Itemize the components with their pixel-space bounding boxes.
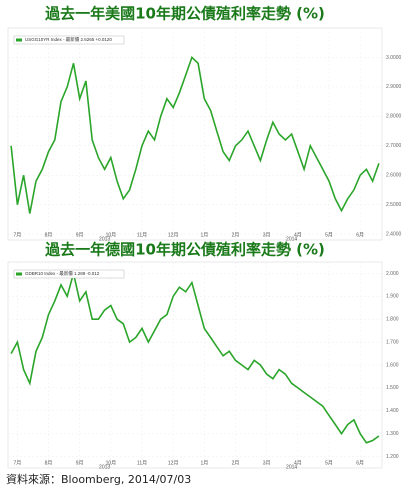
x-tick-label: 2月 xyxy=(232,232,240,238)
y-tick-label: 1.700 xyxy=(386,339,399,345)
y-tick-label: 2.8000 xyxy=(386,114,402,120)
x-tick-label: 5月 xyxy=(325,232,333,238)
y-tick-label: 2.7000 xyxy=(386,143,402,149)
legend-swatch xyxy=(16,272,22,276)
y-tick-label: 2.5000 xyxy=(386,202,402,208)
legend-swatch xyxy=(16,38,22,42)
x-tick-label: 1月 xyxy=(200,232,208,238)
x-tick-label: 2月 xyxy=(232,460,240,466)
plot-frame xyxy=(7,27,383,241)
legend-box xyxy=(13,269,125,279)
y-tick-label: 1.900 xyxy=(386,294,399,300)
x-tick-label: 3月 xyxy=(263,232,271,238)
data-line xyxy=(10,55,380,214)
y-tick-label: 1.800 xyxy=(386,317,399,323)
x-tick-label: 7月 xyxy=(13,232,21,238)
legend-label: GDBR10 Index - 最新價 1.289 -0.012 xyxy=(25,270,100,277)
x-tick-label: 4月 xyxy=(294,232,302,238)
x-tick-label: 9月 xyxy=(76,460,84,466)
year-label: 2014 xyxy=(286,464,297,470)
y-tick-label: 1.300 xyxy=(386,431,399,437)
x-tick-label: 12月 xyxy=(168,460,179,466)
y-tick-label: 2.9000 xyxy=(386,84,402,90)
x-tick-label: 4月 xyxy=(294,460,302,466)
y-tick-label: 2.6000 xyxy=(386,173,402,179)
x-tick-label: 1月 xyxy=(200,460,208,466)
y-tick-label: 1.600 xyxy=(386,362,399,368)
year-label: 2013 xyxy=(99,236,110,242)
x-tick-label: 8月 xyxy=(45,232,53,238)
y-tick-label: 3.0000 xyxy=(386,55,402,61)
x-tick-label: 5月 xyxy=(325,460,333,466)
chart-title: 過去一年美國10年期公債殖利率走勢 (%) xyxy=(44,5,325,23)
x-tick-label: 10月 xyxy=(106,460,117,466)
y-tick-label: 1.500 xyxy=(386,385,399,391)
y-tick-label: 1.200 xyxy=(386,454,399,460)
legend-label: USGG10YR Index - 最新價 2.6265 +0.0120 xyxy=(25,36,112,43)
x-tick-label: 11月 xyxy=(137,232,147,238)
x-tick-label: 10月 xyxy=(106,232,117,238)
chart-title: 過去一年德國10年期公債殖利率走勢 (%) xyxy=(44,241,325,259)
x-tick-label: 12月 xyxy=(168,232,179,238)
y-tick-label: 2.4000 xyxy=(386,231,402,237)
x-tick-label: 11月 xyxy=(137,460,147,466)
x-tick-label: 8月 xyxy=(45,460,53,466)
y-tick-label: 2.000 xyxy=(386,271,399,277)
legend-box xyxy=(13,35,125,45)
x-tick-label: 9月 xyxy=(76,232,84,238)
year-label: 2013 xyxy=(99,464,110,470)
x-tick-label: 6月 xyxy=(356,460,364,466)
source: 資料來源：Bloomberg, 2014/07/03 xyxy=(6,472,191,486)
year-label: 2014 xyxy=(286,236,297,242)
x-tick-label: 3月 xyxy=(263,460,271,466)
y-tick-label: 1.400 xyxy=(386,408,399,414)
x-tick-label: 7月 xyxy=(13,460,21,466)
x-tick-label: 6月 xyxy=(356,232,364,238)
